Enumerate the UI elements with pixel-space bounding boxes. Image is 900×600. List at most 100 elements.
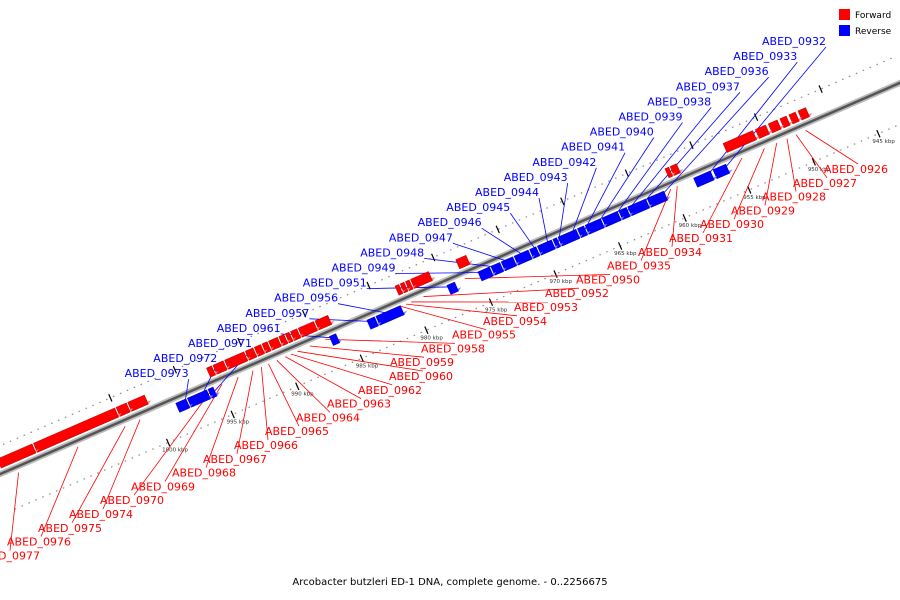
gene-ABED_0958[interactable] [314, 315, 335, 331]
legend-reverse[interactable]: Reverse [839, 25, 892, 37]
gene-ABED_0930[interactable] [754, 124, 773, 139]
label-ABED_0936[interactable]: ABED_0936 [705, 65, 769, 78]
label-ABED_0926[interactable]: ABED_0926 [824, 163, 888, 176]
label-ABED_0964[interactable]: ABED_0964 [296, 411, 360, 424]
label-ABED_0973[interactable]: ABED_0973 [125, 367, 189, 380]
gene-ABED_0949[interactable] [477, 266, 497, 282]
label-ABED_0945[interactable]: ABED_0945 [446, 201, 510, 214]
label-ABED_0939[interactable]: ABED_0939 [619, 111, 683, 124]
label-ABED_0947[interactable]: ABED_0947 [389, 231, 453, 244]
gene-ABED_0929[interactable] [767, 119, 784, 134]
gene-ABED_0973[interactable] [175, 398, 193, 413]
label-ABED_0974[interactable]: ABED_0974 [69, 508, 133, 521]
label-ABED_0930[interactable]: ABED_0930 [700, 218, 764, 231]
label-ABED_0976[interactable]: ABED_0976 [7, 536, 71, 549]
gene-ABED_0975[interactable] [115, 402, 134, 417]
label-ABED_0929[interactable]: ABED_0929 [731, 204, 795, 217]
gene-ABED_0968[interactable] [224, 351, 251, 370]
gene-ABED_0969[interactable] [212, 360, 230, 375]
label-ABED_0972[interactable]: ABED_0972 [153, 352, 217, 365]
gene-ABED_0947[interactable] [500, 256, 520, 272]
label-ABED_0942[interactable]: ABED_0942 [532, 156, 596, 169]
gene-ABED_0976[interactable] [33, 407, 122, 453]
gene-ABED_0935[interactable] [664, 166, 676, 179]
gene-ABED_0965[interactable] [261, 341, 274, 354]
gene-ABED_0959[interactable] [297, 321, 321, 338]
gene-ABED_0939[interactable] [601, 210, 625, 228]
gene-ABED_0927[interactable] [788, 111, 803, 125]
label-ABED_0927[interactable]: ABED_0927 [793, 177, 857, 190]
gene-ABED_0974[interactable] [127, 394, 152, 412]
gene-ABED_0953[interactable] [405, 279, 416, 292]
label-ABED_0953[interactable]: ABED_0953 [514, 301, 578, 314]
label-ABED_0961[interactable]: ABED_0961 [217, 322, 281, 335]
label-ABED_0951[interactable]: ABED_0951 [303, 277, 367, 290]
gene-ABED_0960[interactable] [290, 328, 304, 341]
gene-ABED_0936[interactable] [646, 190, 671, 208]
gene-ABED_0970[interactable] [206, 365, 219, 378]
gene-ABED_0961[interactable] [329, 333, 343, 346]
label-ABED_0971[interactable]: ABED_0971 [188, 337, 252, 350]
label-ABED_0965[interactable]: ABED_0965 [265, 425, 329, 438]
gene-ABED_0931[interactable] [722, 130, 760, 153]
label-ABED_0969[interactable]: ABED_0969 [131, 480, 195, 493]
gene-ABED_0932[interactable] [712, 163, 733, 180]
label-ABED_0931[interactable]: ABED_0931 [669, 232, 733, 245]
gene-ABED_0937[interactable] [627, 198, 653, 217]
gene-ABED_0950[interactable] [455, 254, 473, 270]
gene-ABED_0967[interactable] [244, 347, 260, 361]
label-ABED_0960[interactable]: ABED_0960 [389, 370, 453, 383]
gene-ABED_0952[interactable] [410, 271, 436, 289]
label-ABED_0949[interactable]: ABED_0949 [332, 262, 396, 275]
gene-ABED_0962[interactable] [284, 331, 296, 344]
gene-ABED_0934[interactable] [669, 163, 684, 176]
gene-ABED_0933[interactable] [693, 170, 718, 188]
label-ABED_0932[interactable]: ABED_0932 [762, 35, 826, 48]
gene-ABED_0946[interactable] [513, 249, 535, 266]
label-ABED_0952[interactable]: ABED_0952 [545, 287, 609, 300]
label-ABED_0938[interactable]: ABED_0938 [647, 95, 711, 108]
gene-ABED_0957[interactable] [366, 316, 382, 330]
gene-ABED_0955[interactable] [394, 284, 406, 296]
label-ABED_0967[interactable]: ABED_0967 [203, 453, 267, 466]
label-ABED_0940[interactable]: ABED_0940 [590, 126, 654, 139]
gene-ABED_0945[interactable] [529, 246, 543, 259]
label-ABED_0954[interactable]: ABED_0954 [483, 315, 547, 328]
label-ABED_0928[interactable]: ABED_0928 [762, 191, 826, 204]
label-ABED_0937[interactable]: ABED_0937 [676, 80, 740, 93]
gene-ABED_0944[interactable] [536, 239, 559, 256]
label-ABED_0966[interactable]: ABED_0966 [234, 439, 298, 452]
label-ABED_0962[interactable]: ABED_0962 [358, 384, 422, 397]
gene-ABED_0942[interactable] [557, 228, 583, 247]
gene-ABED_0972[interactable] [186, 389, 214, 408]
gene-ABED_0943[interactable] [552, 237, 564, 249]
label-ABED_0943[interactable]: ABED_0943 [504, 171, 568, 184]
gene-ABED_0940[interactable] [584, 218, 608, 235]
label-ABED_0957[interactable]: ABED_0957 [245, 307, 309, 320]
gene-ABED_0977[interactable] [0, 443, 39, 469]
label-ABED_0968[interactable]: ABED_0968 [172, 467, 236, 480]
gene-ABED_0963[interactable] [278, 334, 291, 347]
gene-ABED_0971[interactable] [207, 386, 220, 399]
label-ABED_0956[interactable]: ABED_0956 [274, 292, 338, 305]
label-ABED_0944[interactable]: ABED_0944 [475, 186, 539, 199]
gene-ABED_0941[interactable] [576, 225, 591, 239]
label-ABED_0970[interactable]: ABED_0970 [100, 494, 164, 507]
gene-ABED_0928[interactable] [779, 115, 794, 129]
label-ABED_0963[interactable]: ABED_0963 [327, 398, 391, 411]
label-ABED_0950[interactable]: ABED_0950 [576, 273, 640, 286]
gene-ABED_0966[interactable] [253, 344, 268, 357]
label-ABED_0948[interactable]: ABED_0948 [360, 246, 424, 259]
label-ABED_0933[interactable]: ABED_0933 [733, 50, 797, 63]
label-ABED_0935[interactable]: ABED_0935 [607, 260, 671, 273]
label-ABED_0975[interactable]: ABED_0975 [38, 522, 102, 535]
label-ABED_0941[interactable]: ABED_0941 [561, 141, 625, 154]
label-ABED_0959[interactable]: ABED_0959 [390, 356, 454, 369]
gene-ABED_0951[interactable] [446, 281, 462, 295]
label-ABED_0955[interactable]: ABED_0955 [452, 329, 516, 342]
legend-forward[interactable]: Forward [839, 9, 891, 21]
label-ABED_0958[interactable]: ABED_0958 [421, 342, 485, 355]
gene-ABED_0948[interactable] [490, 262, 507, 276]
label-ABED_0946[interactable]: ABED_0946 [418, 216, 482, 229]
gene-ABED_0938[interactable] [618, 207, 634, 221]
